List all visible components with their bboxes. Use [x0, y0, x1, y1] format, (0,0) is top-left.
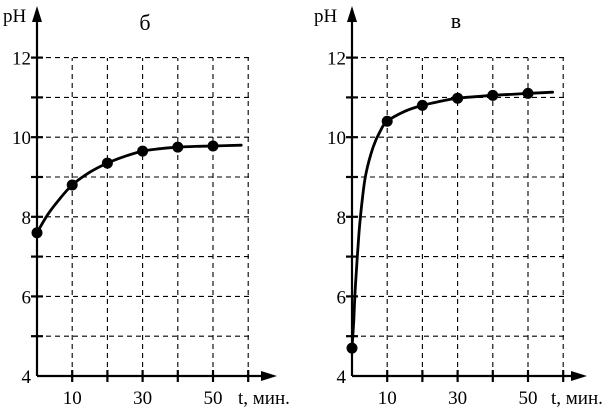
y-tick-label: 10 [327, 128, 346, 149]
data-point [137, 145, 149, 157]
chart-panel-b: 4 6 8 10 12 10 30 50 pH t, мин. б [3, 6, 290, 409]
y-tick-label: 8 [337, 208, 347, 229]
data-point [522, 87, 534, 99]
y-tick-label: 12 [12, 49, 31, 70]
y-tick-label: 8 [22, 208, 32, 229]
series-curve [35, 143, 243, 235]
x-axis-arrowhead [571, 371, 587, 381]
y-axis-arrowhead [347, 6, 357, 22]
y-axis-label: pH [3, 6, 27, 27]
x-axis-label: t, мин. [551, 388, 603, 409]
data-point [381, 115, 393, 127]
data-point [346, 342, 358, 354]
data-point [416, 99, 428, 111]
x-tick-label: 10 [378, 388, 397, 409]
x-tick-label: 10 [63, 388, 82, 409]
y-axis-label: pH [314, 6, 338, 27]
y-tick-label: 4 [22, 367, 32, 388]
panel-label: б [139, 10, 150, 35]
data-point [172, 141, 184, 153]
y-tick-label: 12 [327, 49, 346, 70]
panel-label: в [451, 8, 461, 33]
x-tick-label: 50 [519, 388, 538, 409]
y-tick-label: 10 [12, 128, 31, 149]
x-axis-arrowhead [261, 371, 277, 381]
data-point [101, 157, 113, 169]
data-point [487, 89, 499, 101]
y-tick-label: 6 [22, 287, 32, 308]
data-point [31, 227, 43, 239]
x-tick-label: 30 [448, 388, 467, 409]
data-point [66, 179, 78, 191]
y-tick-label: 4 [337, 367, 347, 388]
data-point [452, 92, 464, 104]
y-axis-arrowhead [32, 6, 42, 22]
x-tick-label: 30 [133, 388, 152, 409]
series-curve [350, 90, 554, 350]
data-point [207, 140, 219, 152]
y-tick-label: 6 [337, 287, 347, 308]
x-tick-label: 50 [204, 388, 223, 409]
chart-panel-v: 4 6 8 10 12 10 30 50 pH t, мин. в [314, 6, 603, 409]
x-axis-label: t, мин. [238, 388, 290, 409]
